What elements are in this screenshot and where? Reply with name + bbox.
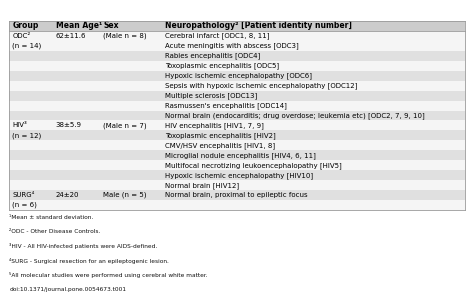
Bar	[9, 170, 465, 180]
Text: Rasmussen's encephalitis [ODC14]: Rasmussen's encephalitis [ODC14]	[165, 102, 287, 109]
Text: Neuropathology² [Patient identity number]: Neuropathology² [Patient identity number…	[165, 22, 352, 31]
Text: Hypoxic ischemic encephalopathy [HIV10]: Hypoxic ischemic encephalopathy [HIV10]	[165, 172, 313, 178]
Bar	[9, 150, 465, 160]
Bar	[9, 130, 465, 140]
Text: ⁵All molecular studies were performed using cerebral white matter.: ⁵All molecular studies were performed us…	[9, 272, 208, 278]
Text: Multiple sclerosis [ODC13]: Multiple sclerosis [ODC13]	[165, 92, 257, 99]
Bar	[9, 110, 465, 121]
Text: Multifocal necrotizing leukoencephalopathy [HIV5]: Multifocal necrotizing leukoencephalopat…	[165, 162, 341, 169]
Text: 24±20: 24±20	[55, 192, 79, 198]
Text: doi:10.1371/journal.pone.0054673.t001: doi:10.1371/journal.pone.0054673.t001	[9, 286, 127, 292]
Text: (n = 14): (n = 14)	[12, 43, 42, 49]
Text: Sex: Sex	[103, 22, 119, 31]
Text: Mean Age¹: Mean Age¹	[55, 22, 102, 31]
Text: (Male n = 8): (Male n = 8)	[103, 33, 147, 39]
Text: Normal brain, proximal to epileptic focus: Normal brain, proximal to epileptic focu…	[165, 192, 307, 198]
Bar	[9, 51, 465, 61]
Text: Toxoplasmic encephalitis [ODC5]: Toxoplasmic encephalitis [ODC5]	[165, 62, 279, 69]
Text: Rabies encephalitis [ODC4]: Rabies encephalitis [ODC4]	[165, 52, 260, 59]
Text: Cerebral infarct [ODC1, 8, 11]: Cerebral infarct [ODC1, 8, 11]	[165, 32, 269, 39]
Text: HIV encephalitis [HIV1, 7, 9]: HIV encephalitis [HIV1, 7, 9]	[165, 122, 264, 129]
Bar	[9, 71, 465, 81]
Text: Sepsis with hypoxic ischemic encephalopathy [ODC12]: Sepsis with hypoxic ischemic encephalopa…	[165, 82, 357, 89]
Bar	[9, 21, 465, 31]
Bar	[9, 180, 465, 190]
Text: Toxoplasmic encephalitis [HIV2]: Toxoplasmic encephalitis [HIV2]	[165, 132, 275, 139]
Bar	[9, 200, 465, 210]
Bar	[9, 81, 465, 91]
Bar	[9, 140, 465, 150]
Bar	[9, 31, 465, 41]
Text: ODC²: ODC²	[12, 33, 31, 39]
Bar	[9, 100, 465, 110]
Text: CMV/HSV encephalitis [HIV1, 8]: CMV/HSV encephalitis [HIV1, 8]	[165, 142, 275, 149]
Bar	[9, 121, 465, 130]
Text: 38±5.9: 38±5.9	[55, 122, 82, 128]
Bar	[9, 91, 465, 100]
Text: Male (n = 5): Male (n = 5)	[103, 192, 147, 198]
Text: ⁴SURG - Surgical resection for an epileptogenic lesion.: ⁴SURG - Surgical resection for an epilep…	[9, 258, 169, 264]
Text: HIV³: HIV³	[12, 122, 27, 128]
Text: ¹Mean ± standard deviation.: ¹Mean ± standard deviation.	[9, 214, 94, 220]
Text: Normal brain [HIV12]: Normal brain [HIV12]	[165, 182, 239, 188]
Text: Normal brain (endocarditis; drug overdose; leukemia etc) [ODC2, 7, 9, 10]: Normal brain (endocarditis; drug overdos…	[165, 112, 425, 119]
Text: 62±11.6: 62±11.6	[55, 33, 86, 39]
Text: Group: Group	[12, 22, 39, 31]
Text: (Male n = 7): (Male n = 7)	[103, 122, 147, 129]
Text: ³HIV - All HIV-infected patients were AIDS-defined.: ³HIV - All HIV-infected patients were AI…	[9, 243, 158, 249]
Text: (n = 12): (n = 12)	[12, 132, 42, 139]
Text: Hypoxic ischemic encephalopathy [ODC6]: Hypoxic ischemic encephalopathy [ODC6]	[165, 72, 312, 79]
Text: Acute meningitis with abscess [ODC3]: Acute meningitis with abscess [ODC3]	[165, 43, 299, 49]
Bar	[9, 41, 465, 51]
Text: ²ODC - Other Disease Controls.: ²ODC - Other Disease Controls.	[9, 229, 101, 234]
Bar	[9, 61, 465, 71]
Text: SURG⁴: SURG⁴	[12, 192, 35, 198]
Bar	[9, 160, 465, 170]
Text: (n = 6): (n = 6)	[12, 202, 37, 208]
Text: Microglial nodule encephalitis [HIV4, 6, 11]: Microglial nodule encephalitis [HIV4, 6,…	[165, 152, 316, 159]
Bar	[9, 190, 465, 200]
